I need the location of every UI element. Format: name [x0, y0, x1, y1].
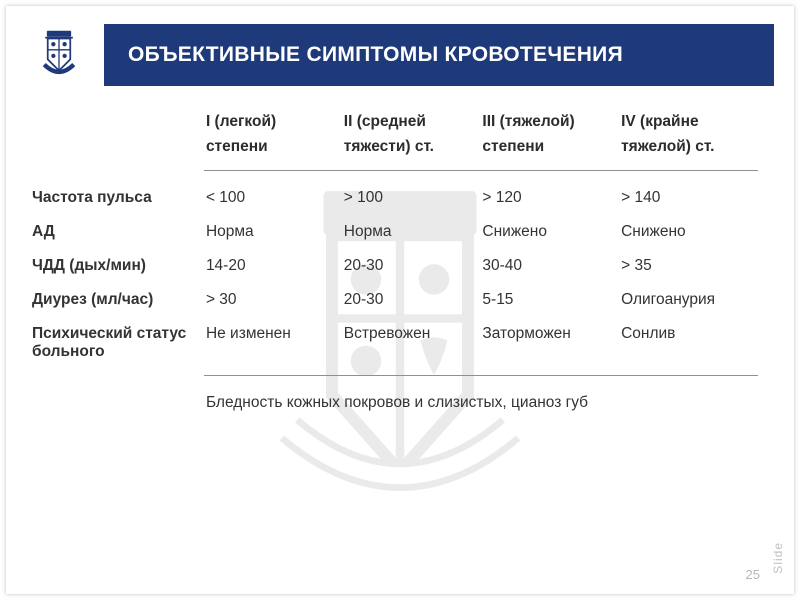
- cell: Заторможен: [480, 317, 619, 369]
- cell: > 100: [342, 181, 481, 215]
- side-label: Slide: [771, 542, 785, 574]
- row-label: АД: [30, 215, 204, 249]
- page-number: 25: [746, 567, 760, 582]
- row-label: Частота пульса: [30, 181, 204, 215]
- table-row: Психический статус больного Не изменен В…: [30, 317, 758, 369]
- column-header: II (средней тяжести) ст.: [342, 106, 481, 164]
- table-divider: [204, 170, 758, 171]
- page-title: ОБЪЕКТИВНЫЕ СИМПТОМЫ КРОВОТЕЧЕНИЯ: [128, 43, 623, 67]
- table-header-row: I (легкой) степени II (средней тяжести) …: [30, 106, 758, 164]
- table-row: АД Норма Норма Снижено Снижено: [30, 215, 758, 249]
- cell: 14-20: [204, 249, 342, 283]
- cell: Норма: [342, 215, 481, 249]
- content-area: I (легкой) степени II (средней тяжести) …: [30, 106, 758, 420]
- row-label: ЧДД (дых/мин): [30, 249, 204, 283]
- table-footnote: Бледность кожных покровов и слизистых, ц…: [204, 386, 758, 420]
- cell: > 120: [480, 181, 619, 215]
- cell: Снижено: [480, 215, 619, 249]
- cell: Олигоанурия: [619, 283, 758, 317]
- cell: Встревожен: [342, 317, 481, 369]
- cell: > 35: [619, 249, 758, 283]
- cell: > 140: [619, 181, 758, 215]
- cell: Сонлив: [619, 317, 758, 369]
- header-bar: ОБЪЕКТИВНЫЕ СИМПТОМЫ КРОВОТЕЧЕНИЯ: [104, 24, 774, 86]
- crest-logo-icon: [37, 29, 81, 81]
- column-header: III (тяжелой) степени: [480, 106, 619, 164]
- column-header: I (легкой) степени: [204, 106, 342, 164]
- cell: 30-40: [480, 249, 619, 283]
- cell: Норма: [204, 215, 342, 249]
- cell: 5-15: [480, 283, 619, 317]
- cell: > 30: [204, 283, 342, 317]
- cell: < 100: [204, 181, 342, 215]
- cell: 20-30: [342, 249, 481, 283]
- table-row: Диурез (мл/час) > 30 20-30 5-15 Олигоану…: [30, 283, 758, 317]
- slide-frame: ОБЪЕКТИВНЫЕ СИМПТОМЫ КРОВОТЕЧЕНИЯ I (лег…: [6, 6, 794, 594]
- row-label: Диурез (мл/час): [30, 283, 204, 317]
- cell: 20-30: [342, 283, 481, 317]
- table-row: Частота пульса < 100 > 100 > 120 > 140: [30, 181, 758, 215]
- logo: [24, 24, 94, 86]
- symptoms-table: I (легкой) степени II (средней тяжести) …: [30, 106, 758, 420]
- row-label: Психический статус больного: [30, 317, 204, 369]
- table-divider: [204, 375, 758, 376]
- table-row: ЧДД (дых/мин) 14-20 20-30 30-40 > 35: [30, 249, 758, 283]
- cell: Снижено: [619, 215, 758, 249]
- column-header: IV (крайне тяжелой) ст.: [619, 106, 758, 164]
- cell: Не изменен: [204, 317, 342, 369]
